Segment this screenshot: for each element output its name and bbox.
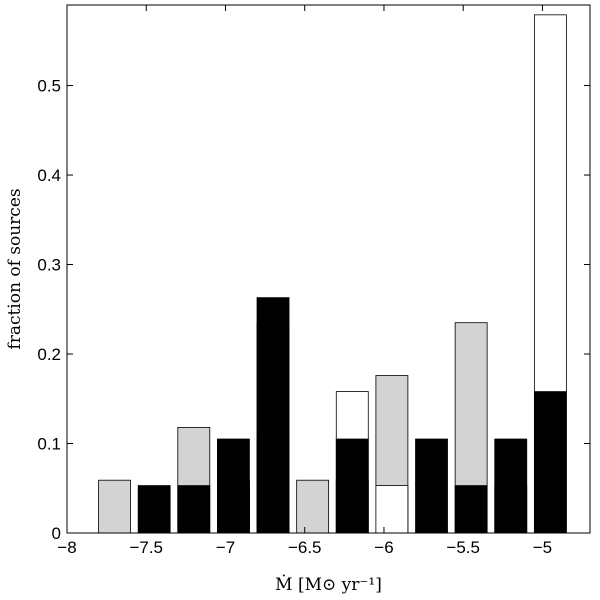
y-axis-label: fraction of sources (5, 188, 25, 349)
y-tick-label: 0 (52, 524, 61, 543)
y-tick-label: 0.3 (37, 256, 61, 275)
y-tick-label: 0.5 (37, 77, 61, 96)
bars-layer (98, 14, 567, 534)
x-tick-label: −5 (533, 538, 552, 557)
x-tick-label: −7.5 (129, 538, 163, 557)
bar-series-2-7 (494, 438, 528, 534)
bar-series-1-3 (375, 485, 409, 534)
bar-series-2-4 (335, 438, 369, 534)
y-tick-label: 0.2 (37, 345, 61, 364)
bar-series-2-5 (415, 438, 448, 534)
bar-series-0-0 (98, 479, 131, 534)
x-tick-label: −8 (57, 538, 76, 557)
plot-frame (66, 4, 591, 534)
bar-series-0-4 (296, 479, 330, 534)
x-tick-label: −5.5 (446, 538, 480, 557)
y-tick-label: 0.1 (37, 435, 61, 454)
x-tick-label: −7 (216, 538, 235, 557)
x-axis-label: Ṁ [M⊙ yr⁻¹] (275, 574, 382, 595)
bar-series-2-6 (454, 485, 488, 534)
x-tick-label: −6.5 (288, 538, 322, 557)
ticks-layer: −8 −7.5 −7 −6.5 −6 −5.5 −5 0 0.1 0.2 0.3 0.4 0.5 (37, 5, 590, 557)
bar-series-2-0 (137, 485, 171, 534)
bar-series-2-2 (217, 438, 250, 534)
y-tick-label: 0.4 (37, 166, 61, 185)
bar-series-2-8 (533, 391, 567, 534)
bar-series-2-1 (177, 485, 211, 534)
x-tick-label: −6 (374, 538, 393, 557)
bar-series-2-3 (256, 297, 290, 534)
